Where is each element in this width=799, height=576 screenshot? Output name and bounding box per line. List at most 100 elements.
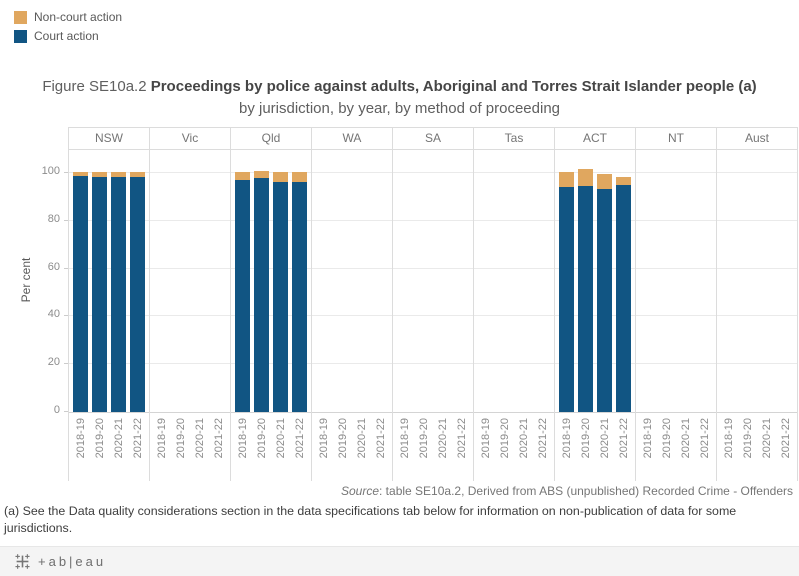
x-tick-label: 2020-21 — [355, 418, 368, 459]
bar-qld-2018-19[interactable] — [235, 171, 250, 412]
bar-slot — [73, 172, 88, 412]
gridline — [717, 363, 797, 365]
gridline — [474, 219, 554, 221]
bar-nsw-2018-19[interactable] — [73, 172, 88, 412]
bar-segment-court-action[interactable] — [73, 176, 88, 412]
bar-qld-2021-22[interactable] — [292, 171, 307, 412]
panel-x-labels: 2018-19 2019-20 2020-21 2021-22 — [555, 413, 635, 481]
x-tick-label: 2019-20 — [660, 418, 673, 459]
footnote: (a) See the Data quality considerations … — [4, 504, 737, 535]
panel-x-labels: 2018-19 2019-20 2020-21 2021-22 — [231, 413, 311, 481]
bar-segment-non-court-action[interactable] — [616, 176, 631, 185]
bar-slot — [254, 170, 269, 412]
panels: NSW 2018-19 2019-20 2020-21 2021-22 Vic 2018-1… — [68, 127, 798, 481]
bar-segment-non-court-action[interactable] — [111, 172, 126, 178]
gridline — [717, 315, 797, 317]
gridline — [150, 363, 230, 365]
bar-act-2021-22[interactable] — [616, 176, 631, 412]
bar-row — [555, 168, 635, 412]
bar-segment-court-action[interactable] — [559, 186, 574, 412]
bar-qld-2020-21[interactable] — [273, 171, 288, 412]
y-tick-mark — [64, 219, 68, 221]
bar-slot — [92, 172, 107, 412]
bar-segment-court-action[interactable] — [254, 178, 269, 412]
panel-nt: NT 2018-19 2019-20 2020-21 2021-22 — [635, 127, 716, 481]
bar-segment-non-court-action[interactable] — [578, 168, 593, 186]
y-axis-title: Per cent — [19, 257, 33, 303]
gridline — [636, 172, 716, 173]
bar-slot — [130, 172, 145, 412]
bar-qld-2019-20[interactable] — [254, 170, 269, 412]
legend-item-court-action[interactable]: Court action — [14, 29, 122, 43]
x-tick-label: 2020-21 — [517, 418, 530, 459]
x-tick-label: 2018-19 — [155, 418, 168, 459]
panel-header-tas: Tas — [474, 127, 554, 150]
gridline — [69, 315, 149, 317]
x-tick-label: 2020-21 — [679, 418, 692, 459]
gridline — [717, 219, 797, 221]
y-axis: 0 20 40 60 80 100 — [0, 0, 68, 481]
x-tick-label: 2018-19 — [74, 418, 87, 459]
bar-act-2020-21[interactable] — [597, 173, 612, 412]
legend-label: Non-court action — [34, 10, 123, 24]
bar-segment-non-court-action[interactable] — [292, 171, 307, 183]
x-tick-label: 2018-19 — [479, 418, 492, 459]
bar-segment-court-action[interactable] — [130, 176, 145, 412]
bar-act-2019-20[interactable] — [578, 168, 593, 412]
panel-x-labels: 2018-19 2019-20 2020-21 2021-22 — [393, 413, 473, 481]
gridline — [150, 315, 230, 317]
bar-nsw-2020-21[interactable] — [111, 172, 126, 412]
bar-act-2018-19[interactable] — [559, 172, 574, 412]
y-tick-label-100: 100 — [41, 165, 60, 177]
bar-segment-non-court-action[interactable] — [92, 172, 107, 177]
bar-segment-court-action[interactable] — [597, 189, 612, 412]
bar-nsw-2019-20[interactable] — [92, 172, 107, 412]
bar-segment-court-action[interactable] — [292, 182, 307, 412]
gridline — [555, 363, 635, 365]
panel-header-nt: NT — [636, 127, 716, 150]
y-tick-mark — [64, 267, 68, 269]
tableau-wordmark[interactable]: +ab|eau — [38, 554, 107, 569]
gridline — [474, 267, 554, 269]
tableau-sparkle-icon[interactable] — [14, 553, 31, 570]
bar-slot — [616, 176, 631, 412]
non-court-action-swatch-icon — [14, 10, 27, 24]
bar-slot — [292, 171, 307, 412]
bar-nsw-2021-22[interactable] — [130, 172, 145, 412]
bar-segment-court-action[interactable] — [111, 177, 126, 412]
legend: Non-court action Court action — [14, 10, 122, 48]
bar-segment-court-action[interactable] — [235, 180, 250, 412]
bar-segment-non-court-action[interactable] — [273, 171, 288, 183]
bar-segment-court-action[interactable] — [273, 182, 288, 412]
panel-nsw: NSW 2018-19 2019-20 2020-21 2021-22 — [68, 127, 149, 481]
bar-segment-non-court-action[interactable] — [130, 172, 145, 177]
gridline — [312, 219, 392, 221]
bar-segment-non-court-action[interactable] — [597, 173, 612, 190]
x-tick-label: 2019-20 — [741, 418, 754, 459]
gridline — [312, 363, 392, 365]
source-note: Source: table SE10a.2, Derived from ABS … — [341, 484, 793, 498]
gridline — [231, 315, 311, 317]
legend-item-non-court-action[interactable]: Non-court action — [14, 10, 122, 24]
figure-label: Figure SE10a.2 — [42, 78, 147, 95]
gridline — [393, 172, 473, 173]
panel-header-qld: Qld — [231, 127, 311, 150]
panel-act: ACT 2018-19 2019-20 2020-21 2021-22 — [554, 127, 635, 481]
panel-plot-wa — [312, 150, 392, 413]
bar-segment-court-action[interactable] — [578, 185, 593, 412]
x-tick-label: 2021-22 — [536, 418, 549, 459]
bar-segment-non-court-action[interactable] — [73, 172, 88, 177]
bar-segment-court-action[interactable] — [92, 176, 107, 412]
bar-segment-non-court-action[interactable] — [235, 171, 250, 181]
bar-segment-non-court-action[interactable] — [559, 172, 574, 187]
gridline — [717, 172, 797, 173]
gridline — [555, 172, 635, 173]
y-tick-mark — [64, 172, 68, 173]
panel-x-labels: 2018-19 2019-20 2020-21 2021-22 — [150, 413, 230, 481]
x-tick-label: 2021-22 — [212, 418, 225, 459]
bar-segment-court-action[interactable] — [616, 184, 631, 412]
bar-segment-non-court-action[interactable] — [254, 170, 269, 179]
gridline — [555, 219, 635, 221]
gridline — [312, 267, 392, 269]
y-tick-mark — [64, 315, 68, 317]
